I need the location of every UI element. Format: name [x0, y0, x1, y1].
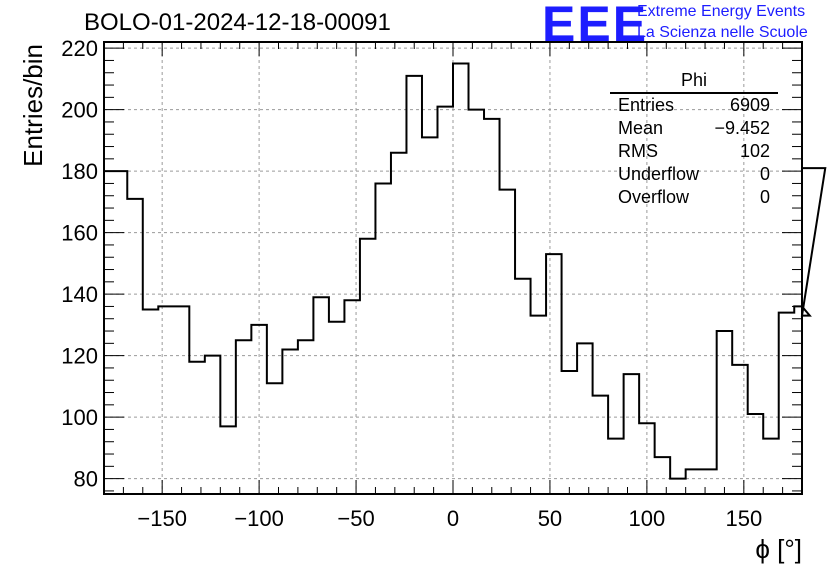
stats-title: Phi — [610, 70, 778, 94]
y-tick-label: 140 — [61, 282, 98, 307]
stat-value: −9.452 — [714, 118, 770, 138]
stat-label: Overflow — [618, 187, 690, 207]
x-tick-label: 150 — [725, 506, 762, 531]
logo-text-line2: La Scienza nelle Scuole — [637, 24, 808, 41]
y-axis-title: Entries/bin — [18, 44, 48, 167]
chart-title: BOLO-01-2024-12-18-00091 — [84, 9, 391, 36]
stat-value: 102 — [739, 141, 770, 161]
y-tick-label: 160 — [61, 221, 98, 246]
stat-value: 0 — [759, 187, 770, 207]
stat-label: Entries — [618, 95, 675, 115]
x-tick-labels: −150 −100 −50 0 50 100 150 — [137, 506, 762, 531]
stat-row-mean: Mean −9.452 — [610, 117, 778, 140]
x-tick-label: −150 — [137, 506, 187, 531]
stat-row-entries: Entries 6909 — [610, 94, 778, 117]
x-axis-title: ϕ [°] — [755, 534, 802, 564]
y-tick-labels: 80 100 120 140 160 180 200 220 — [61, 36, 98, 491]
stat-row-underflow: Underflow 0 — [610, 163, 778, 186]
stat-value: 0 — [759, 164, 770, 184]
y-tick-label: 100 — [61, 405, 98, 430]
x-tick-label: 100 — [629, 506, 666, 531]
stat-label: RMS — [618, 141, 658, 161]
stats-box: Phi Entries 6909 Mean −9.452 RMS 102 Und… — [610, 70, 778, 209]
stat-label: Mean — [618, 118, 664, 138]
x-tick-label: 0 — [447, 506, 459, 531]
y-tick-label: 120 — [61, 344, 98, 369]
stat-value: 6909 — [729, 95, 770, 115]
y-tick-label: 80 — [74, 467, 98, 492]
logo-text-line1: Extreme Energy Events — [637, 3, 806, 20]
y-tick-label: 180 — [61, 159, 98, 184]
y-tick-label: 220 — [61, 36, 98, 61]
axis-ticks — [103, 42, 803, 494]
stat-row-rms: RMS 102 — [610, 140, 778, 163]
y-tick-label: 200 — [61, 98, 98, 123]
x-tick-label: −100 — [234, 506, 284, 531]
stat-label: Underflow — [618, 164, 700, 184]
histogram-line — [104, 62, 827, 480]
eee-logo: EEE — [542, 0, 649, 52]
plot-frame — [103, 41, 803, 495]
x-tick-label: −50 — [337, 506, 374, 531]
stat-row-overflow: Overflow 0 — [610, 186, 778, 209]
x-tick-label: 50 — [538, 506, 562, 531]
